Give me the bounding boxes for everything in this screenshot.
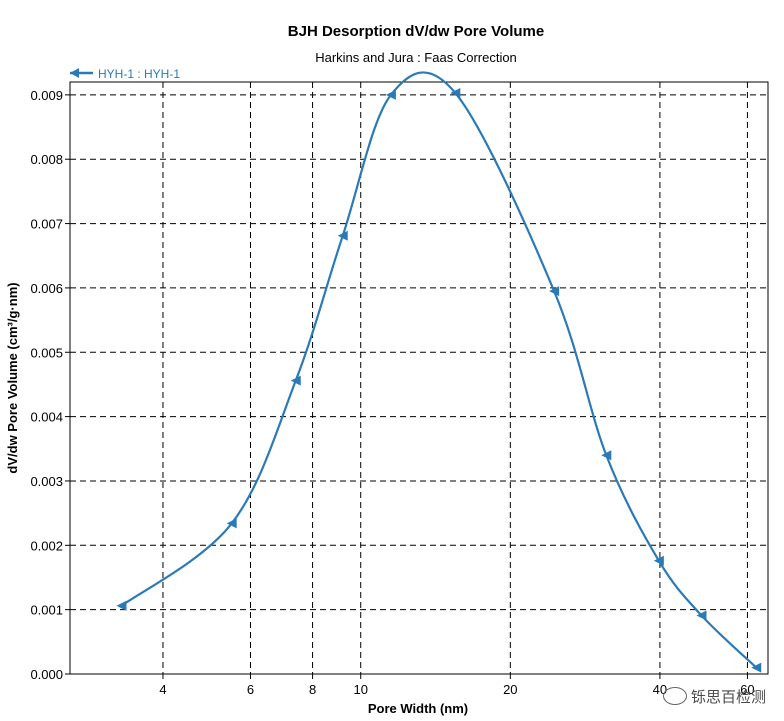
data-point: [385, 89, 396, 100]
series-group: [116, 71, 762, 673]
y-tick-label: 0.001: [30, 603, 63, 618]
chart-subtitle: Harkins and Jura : Faas Correction: [315, 50, 517, 65]
data-point: [226, 518, 237, 529]
data-point: [290, 375, 301, 386]
x-axis-label: Pore Width (nm): [368, 701, 468, 716]
data-point: [751, 662, 762, 673]
legend-marker: [70, 68, 79, 78]
data-point: [337, 230, 348, 241]
x-tick-label: 6: [247, 682, 254, 697]
y-tick-label: 0.008: [30, 152, 63, 167]
y-tick-label: 0.004: [30, 410, 63, 425]
x-tick-label: 10: [353, 682, 367, 697]
y-tick-label: 0.003: [30, 474, 63, 489]
x-tick-label: 4: [159, 682, 166, 697]
legend: HYH-1 : HYH-1: [70, 67, 180, 81]
data-point: [601, 450, 612, 461]
wechat-icon: [662, 687, 687, 705]
series-line: [120, 71, 757, 669]
y-tick-label: 0.002: [30, 538, 63, 553]
watermark: 铄思百检测: [662, 686, 766, 707]
x-tick-label: 8: [309, 682, 316, 697]
x-tick-label: 60: [740, 682, 754, 697]
data-point: [116, 600, 127, 611]
y-axis-label: dV/dw Pore Volume (cm³/g·nm): [5, 282, 20, 473]
y-tick-labels: 0.000 0.001 0.002 0.003 0.004 0.005 0.006 0.007…: [30, 88, 63, 682]
data-point: [653, 555, 664, 566]
plot-area: [69, 81, 769, 675]
data-point: [696, 610, 707, 621]
x-tick-label: 20: [503, 682, 517, 697]
watermark-text: 铄思百检测: [690, 689, 766, 706]
y-tick-label: 0.000: [30, 667, 63, 682]
data-point: [549, 286, 560, 297]
chart-title: BJH Desorption dV/dw Pore Volume: [288, 23, 544, 40]
y-tick-label: 0.009: [30, 88, 63, 103]
x-tick-labels: 4 6 8 10 20 40 60: [159, 682, 754, 697]
data-point: [450, 87, 461, 98]
legend-label: HYH-1 : HYH-1: [98, 67, 180, 81]
grid: [65, 82, 768, 679]
y-tick-label: 0.005: [30, 345, 63, 360]
y-tick-label: 0.007: [30, 217, 63, 232]
y-tick-label: 0.006: [30, 281, 63, 296]
